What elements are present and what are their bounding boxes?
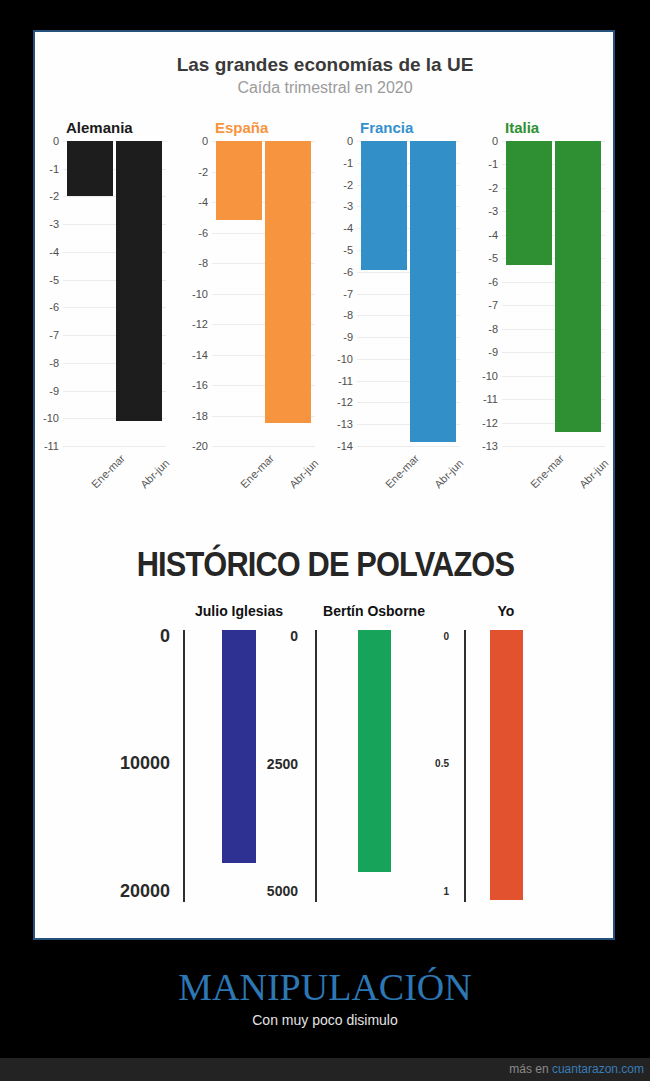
y-tick-label: -7 xyxy=(303,288,353,300)
y-tick-label: -4 xyxy=(303,222,353,234)
y-tick-label: -1 xyxy=(448,158,498,170)
bar-2 xyxy=(490,630,523,900)
y-tick-label: -4 xyxy=(448,229,498,241)
bar-españa-0 xyxy=(216,141,262,220)
y-tick-label: -12 xyxy=(158,318,208,330)
y-tick-label: 0 xyxy=(369,631,449,642)
bar-1 xyxy=(358,630,391,872)
y-tick-label: -7 xyxy=(9,329,59,341)
y-tick-label: -13 xyxy=(448,440,498,452)
y-tick-label: -13 xyxy=(303,418,353,430)
y-tick-label: -11 xyxy=(9,440,59,452)
bar-alemania-0 xyxy=(67,141,113,196)
y-tick-label: -5 xyxy=(448,252,498,264)
bar-0 xyxy=(222,630,256,863)
eu-chart-subtitle: Caída trimestral en 2020 xyxy=(0,79,650,97)
y-tick-label: -2 xyxy=(448,182,498,194)
polvazos-title: HISTÓRICO DE POLVAZOS xyxy=(0,544,650,584)
y-tick-label: -8 xyxy=(158,257,208,269)
y-tick-label: 0.5 xyxy=(369,758,449,769)
y-tick-label: -6 xyxy=(9,301,59,313)
axis-line xyxy=(315,630,317,902)
y-tick-label: 0 xyxy=(9,135,59,147)
y-tick-label: 0 xyxy=(448,135,498,147)
y-tick-label: -8 xyxy=(9,357,59,369)
y-tick-label: -9 xyxy=(9,385,59,397)
y-tick-label: -2 xyxy=(303,179,353,191)
polvazos-title-text: HISTÓRICO DE POLVAZOS xyxy=(136,544,513,584)
series-label-0: Julio Iglesias xyxy=(169,603,309,619)
y-tick-label: 0 xyxy=(303,135,353,147)
bar-francia-0 xyxy=(361,141,407,270)
y-tick-label: -1 xyxy=(303,157,353,169)
gridline xyxy=(357,446,460,447)
y-tick-label: -6 xyxy=(303,266,353,278)
y-tick-label: -6 xyxy=(158,227,208,239)
y-tick-label: 20000 xyxy=(90,881,170,902)
gridline xyxy=(502,446,605,447)
y-tick-label: -1 xyxy=(9,163,59,175)
y-tick-label: -3 xyxy=(303,200,353,212)
bar-italia-1 xyxy=(555,141,601,432)
y-tick-label: -5 xyxy=(9,274,59,286)
y-tick-label: -10 xyxy=(158,288,208,300)
y-tick-label: -8 xyxy=(448,323,498,335)
meme-page: Las grandes economías de la UE Caída tri… xyxy=(0,0,650,1081)
y-tick-label: -7 xyxy=(448,299,498,311)
y-tick-label: -16 xyxy=(158,379,208,391)
y-tick-label: -4 xyxy=(158,196,208,208)
y-tick-label: -10 xyxy=(448,370,498,382)
series-label-2: Yo xyxy=(436,603,576,619)
y-tick-label: -14 xyxy=(158,349,208,361)
site-footer: más en cuantarazon.com xyxy=(0,1058,650,1081)
y-tick-label: 0 xyxy=(90,626,170,647)
y-tick-label: -5 xyxy=(303,244,353,256)
country-label-3: Italia xyxy=(505,119,539,136)
y-tick-label: -18 xyxy=(158,410,208,422)
y-tick-label: 0 xyxy=(158,135,208,147)
y-tick-label: -3 xyxy=(9,218,59,230)
y-tick-label: -11 xyxy=(303,375,353,387)
y-tick-label: -8 xyxy=(303,309,353,321)
y-tick-label: 5000 xyxy=(218,883,298,899)
y-tick-label: -2 xyxy=(158,166,208,178)
y-tick-label: 2500 xyxy=(218,756,298,772)
meme-subcaption: Con muy poco disimulo xyxy=(0,1012,650,1028)
y-tick-label: -20 xyxy=(158,440,208,452)
meme-caption: MANIPULACIÓN xyxy=(0,965,650,1009)
y-tick-label: -9 xyxy=(448,346,498,358)
eu-chart-title: Las grandes economías de la UE xyxy=(0,54,650,76)
series-label-1: Bertín Osborne xyxy=(304,603,444,619)
country-label-1: España xyxy=(215,119,268,136)
bar-alemania-1 xyxy=(116,141,162,421)
country-label-0: Alemania xyxy=(66,119,133,136)
site-link[interactable]: cuantarazon.com xyxy=(552,1062,644,1076)
y-tick-label: -14 xyxy=(303,440,353,452)
axis-line xyxy=(183,630,185,902)
y-tick-label: 10000 xyxy=(90,753,170,774)
y-tick-label: 1 xyxy=(369,886,449,897)
country-label-2: Francia xyxy=(360,119,413,136)
footer-more-text: más en xyxy=(509,1062,548,1076)
y-tick-label: -3 xyxy=(448,205,498,217)
y-tick-label: -12 xyxy=(448,417,498,429)
y-tick-label: -11 xyxy=(448,393,498,405)
gridline xyxy=(212,446,315,447)
y-tick-label: -9 xyxy=(303,331,353,343)
axis-line xyxy=(464,630,466,902)
bar-italia-0 xyxy=(506,141,552,265)
y-tick-label: -10 xyxy=(9,412,59,424)
y-tick-label: -10 xyxy=(303,353,353,365)
y-tick-label: -4 xyxy=(9,246,59,258)
y-tick-label: -2 xyxy=(9,190,59,202)
y-tick-label: 0 xyxy=(218,628,298,644)
y-tick-label: -6 xyxy=(448,276,498,288)
gridline xyxy=(63,446,166,447)
y-tick-label: -12 xyxy=(303,396,353,408)
